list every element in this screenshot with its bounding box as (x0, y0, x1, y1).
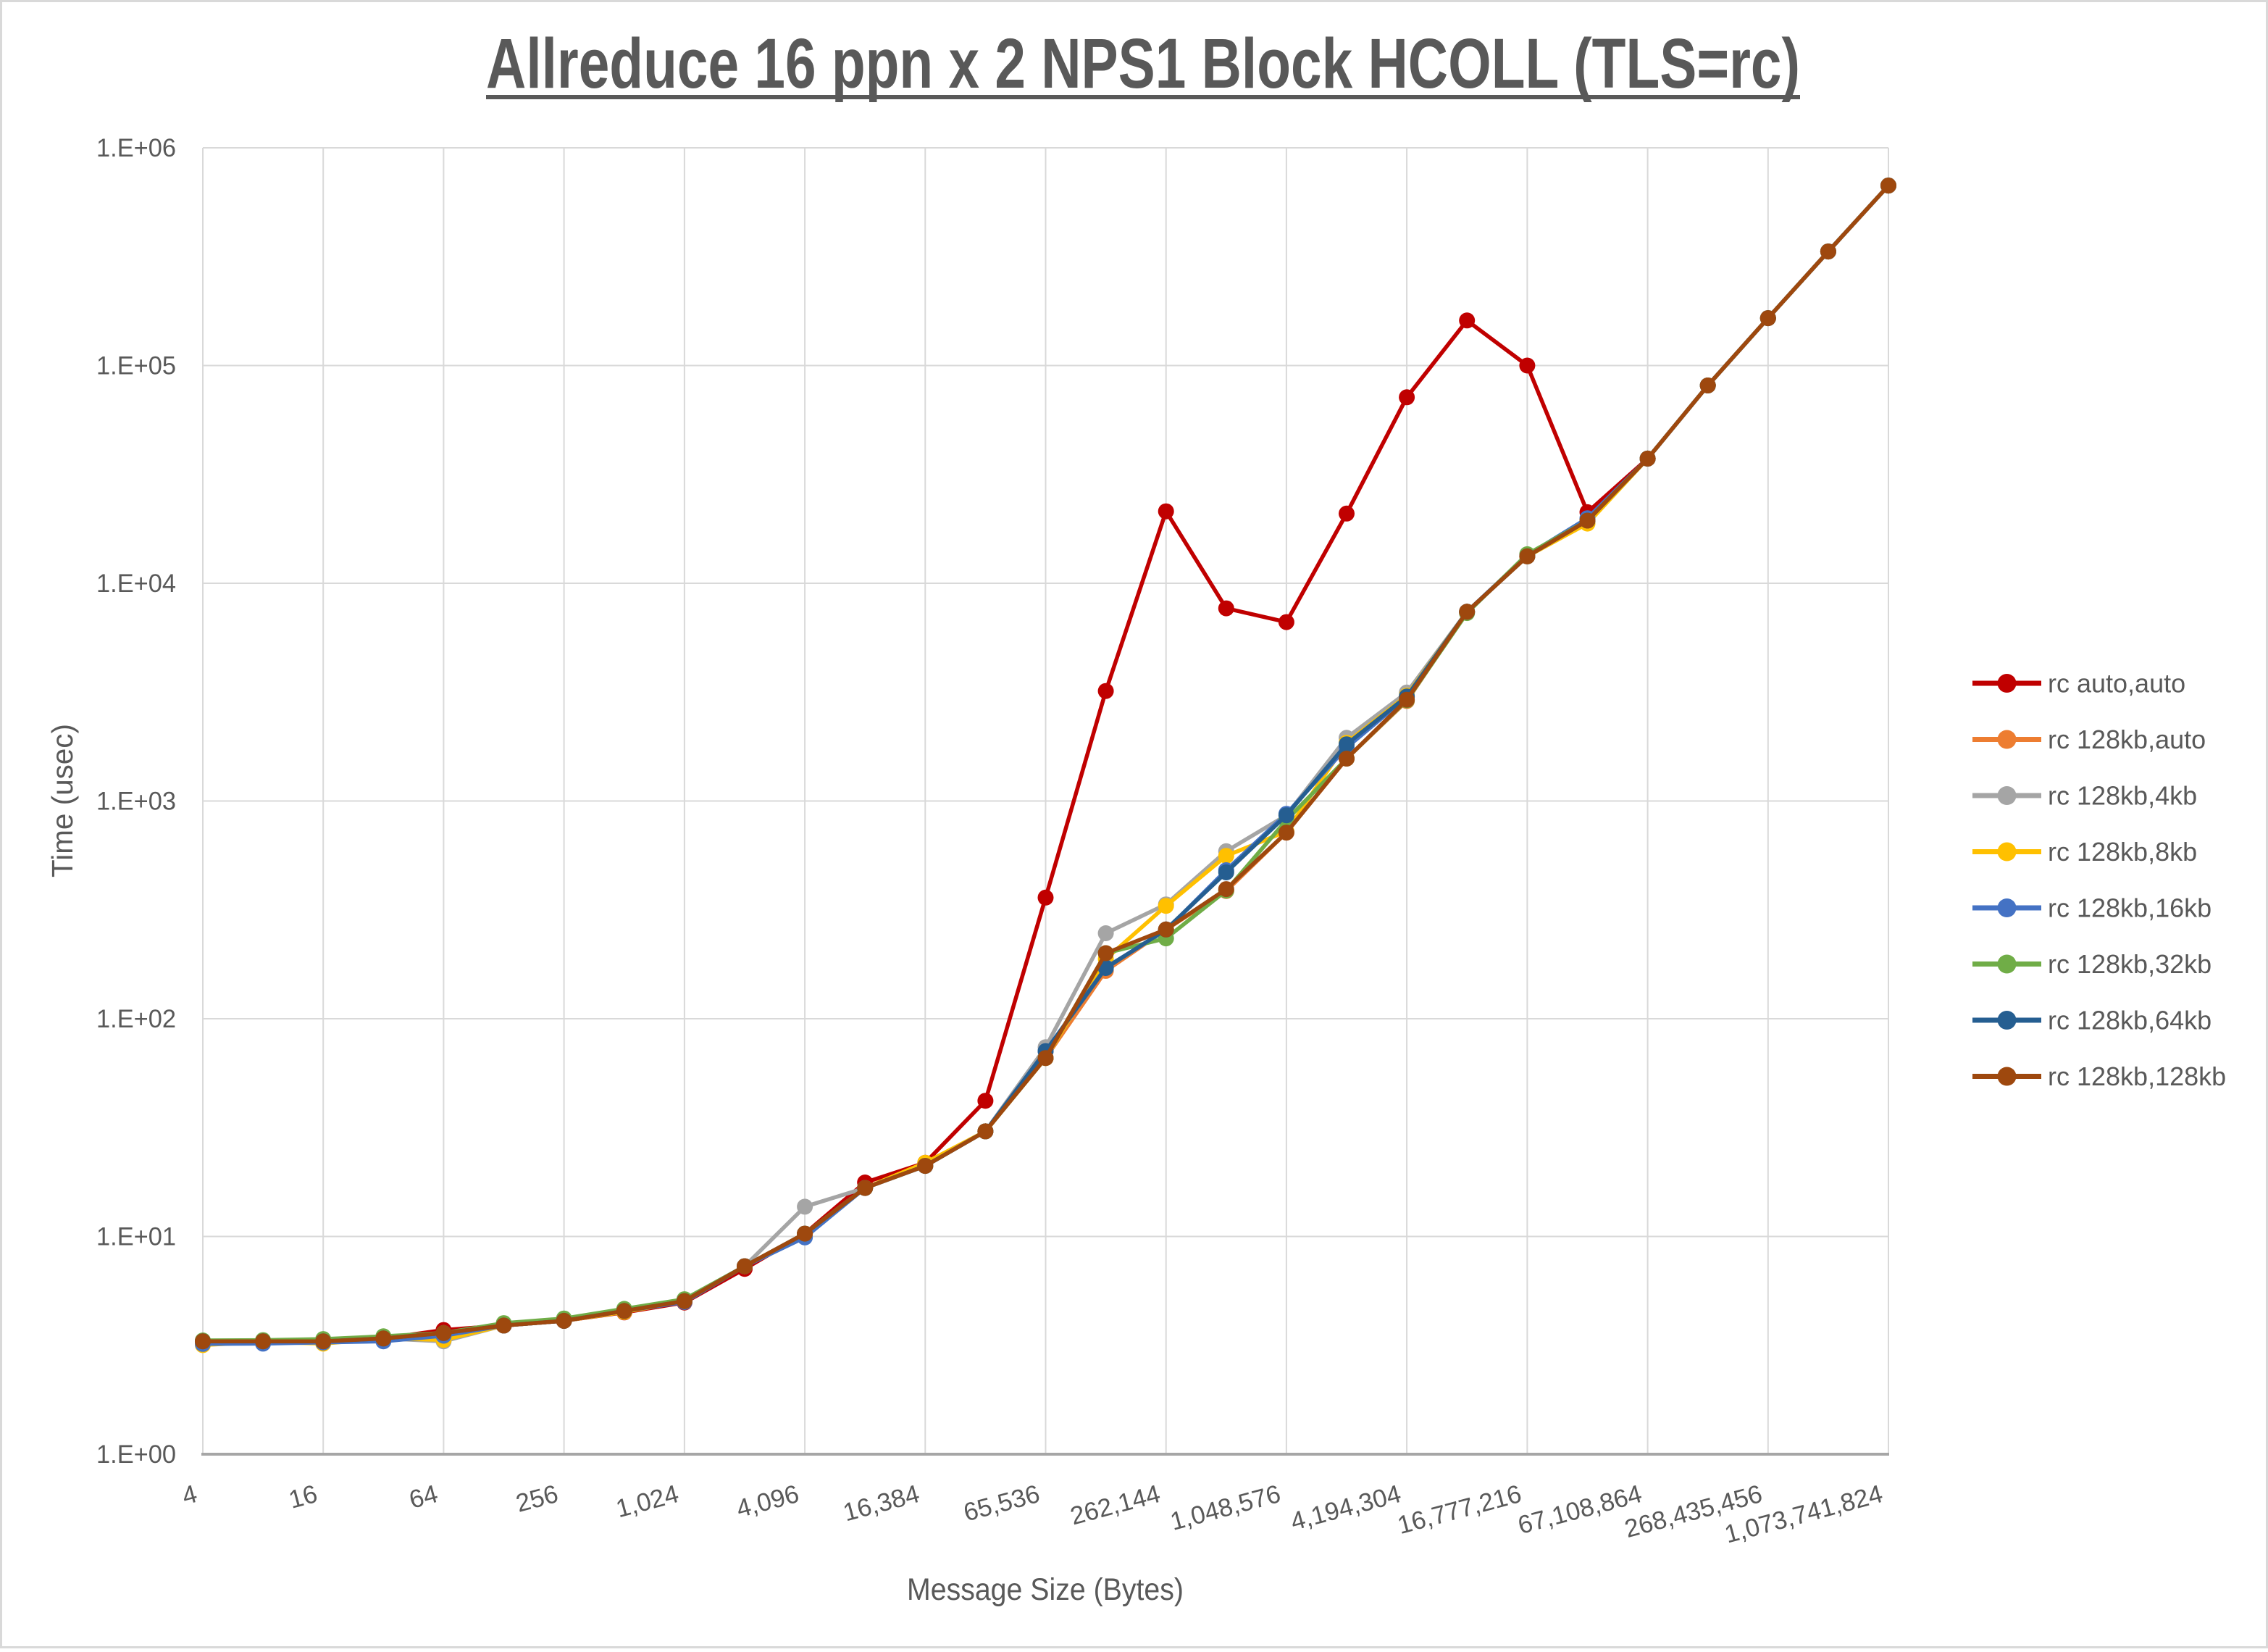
svg-text:1.E+00: 1.E+00 (96, 1440, 176, 1469)
svg-text:1.E+01: 1.E+01 (96, 1223, 176, 1251)
svg-text:1.E+02: 1.E+02 (96, 1005, 176, 1033)
svg-text:rc 128kb,16kb: rc 128kb,16kb (2048, 893, 2211, 923)
svg-text:Allreduce 16 ppn x 2 NPS1 Bloc: Allreduce 16 ppn x 2 NPS1 Block HCOLL (T… (486, 24, 1800, 103)
svg-text:rc 128kb,auto: rc 128kb,auto (2048, 725, 2206, 754)
svg-text:1.E+03: 1.E+03 (96, 788, 176, 816)
svg-text:1.E+04: 1.E+04 (96, 570, 176, 598)
svg-text:rc auto,auto: rc auto,auto (2048, 669, 2185, 698)
svg-text:Message Size (Bytes): Message Size (Bytes) (907, 1572, 1184, 1607)
svg-text:rc 128kb,32kb: rc 128kb,32kb (2048, 949, 2211, 979)
svg-text:rc 128kb,64kb: rc 128kb,64kb (2048, 1006, 2211, 1035)
svg-text:rc 128kb,128kb: rc 128kb,128kb (2048, 1061, 2226, 1091)
svg-text:rc 128kb,4kb: rc 128kb,4kb (2048, 781, 2197, 811)
svg-text:1.E+05: 1.E+05 (96, 352, 176, 380)
svg-text:rc 128kb,8kb: rc 128kb,8kb (2048, 837, 2197, 867)
svg-text:1.E+06: 1.E+06 (96, 134, 176, 162)
svg-text:Time (usec): Time (usec) (46, 724, 79, 877)
